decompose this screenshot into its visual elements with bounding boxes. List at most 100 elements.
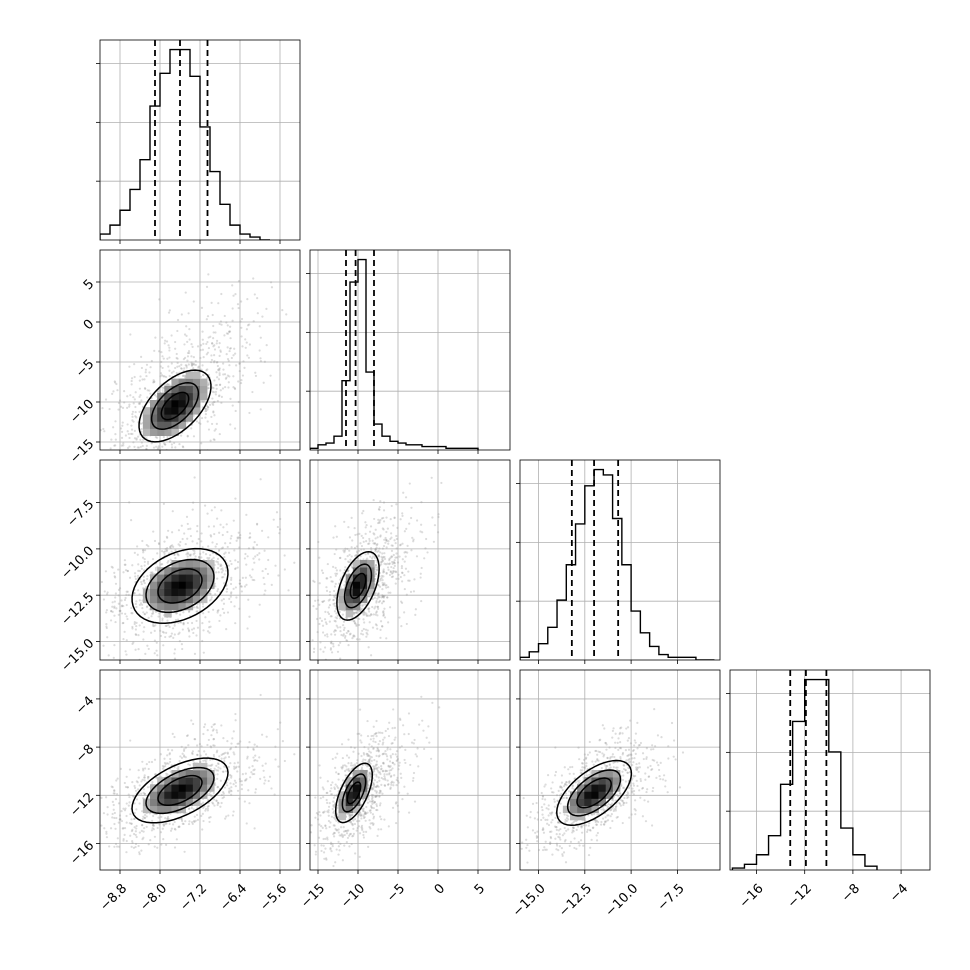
sample-point [374,548,377,551]
sample-point [236,303,240,306]
sample-point [401,571,404,574]
sample-point [194,819,197,822]
density-cell [338,812,347,821]
sample-point [391,806,395,809]
sample-point [147,843,150,846]
sample-point [241,345,244,348]
sample-point [353,546,357,550]
sample-point [130,428,134,431]
sample-point [323,618,327,621]
sample-point [377,731,380,734]
sample-point [233,767,236,770]
sample-point [419,530,422,533]
sample-point [263,782,266,785]
sample-point [337,831,340,834]
sample-point [138,395,141,398]
sample-point [361,633,365,636]
sample-point [43,671,45,673]
sample-point [389,756,393,759]
sample-point [377,596,380,599]
sample-point [158,298,161,301]
sample-point [207,346,211,350]
sample-point [196,744,199,747]
sample-point [352,832,356,835]
sample-point [274,745,277,748]
sample-point [166,357,169,360]
sample-point [147,647,150,651]
density-cell [360,791,368,799]
sample-point [143,774,146,777]
density-cell [200,595,208,604]
sample-point [214,390,218,393]
sample-point [190,621,194,625]
sample-point [170,443,173,446]
sample-point [333,602,337,605]
sample-point [414,613,417,616]
sample-point [270,787,273,790]
sample-point [293,753,296,756]
density-cell [345,798,354,807]
sample-point [304,653,306,655]
sample-point [131,410,135,413]
sample-point [230,600,233,604]
sample-point [52,505,54,507]
sample-point [375,790,378,793]
sample-point [267,536,270,539]
sample-point [189,553,192,556]
sample-point [375,803,378,806]
sample-point [337,778,340,781]
sample-point [124,563,127,566]
sample-point [335,535,338,538]
sample-point [377,766,380,769]
sample-point [210,764,213,767]
sample-point [377,755,380,758]
sample-point [165,624,168,627]
sample-point [431,701,434,704]
panel-frame [309,249,511,451]
sample-point [143,816,146,820]
sample-point [390,555,393,558]
sample-point [329,648,332,651]
sample-point [358,638,361,641]
sample-point [174,557,177,560]
sample-point [380,560,383,563]
density-cell [192,574,201,582]
sample-point [335,612,338,615]
sample-point [164,550,167,553]
sample-point [131,839,134,843]
sample-point [153,652,156,655]
sample-point [182,623,185,626]
sample-point [169,546,172,550]
sample-point [166,619,169,622]
sample-point [215,339,219,342]
sample-point [415,755,419,758]
sample-point [119,427,123,430]
sample-point [190,821,194,824]
sample-point [216,364,219,368]
sample-point [125,814,128,818]
sample-point [217,549,221,552]
sample-point [253,541,256,544]
sample-point [152,530,155,533]
sample-point [181,628,184,631]
sample-point [197,750,200,753]
sample-point [377,776,380,779]
sample-point [196,530,199,533]
sample-point [362,830,365,833]
sample-point [209,335,212,338]
sample-point [383,736,386,739]
sample-point [113,816,116,820]
sample-point [376,543,379,546]
sample-point [213,744,216,747]
sample-point [227,381,230,384]
sample-point [381,581,384,584]
sample-point [137,446,141,449]
sample-point [115,382,118,386]
sample-point [318,823,321,826]
density-cell [164,407,172,415]
sample-point [321,571,325,575]
sample-point [232,783,235,786]
sample-point [356,551,359,554]
sample-point [360,768,363,771]
sample-point [205,409,208,412]
